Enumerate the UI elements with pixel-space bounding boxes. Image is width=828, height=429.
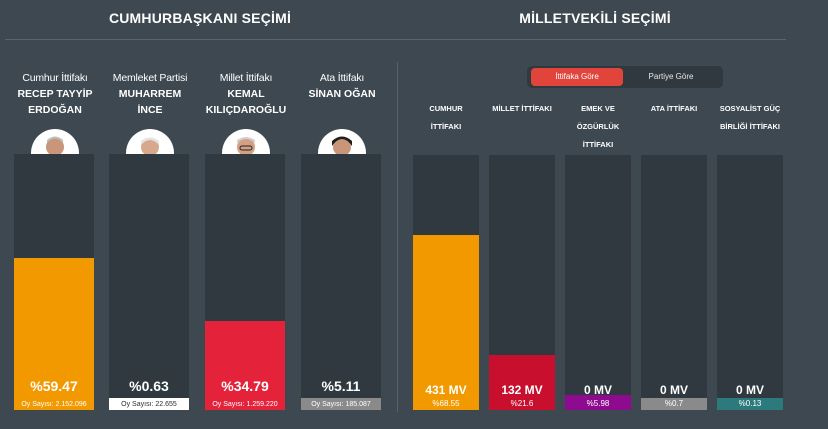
candidate-party: Ata İttifakı xyxy=(319,72,365,84)
candidate-header: Millet İttifakı KEMAL KILIÇDAROĞLU xyxy=(205,70,287,118)
candidate-percent: %59.47 xyxy=(30,378,78,394)
candidate-name: RECEP TAYYİP xyxy=(17,88,93,100)
candidate-party: Cumhur İttifakı xyxy=(22,72,88,84)
header-divider xyxy=(5,39,786,40)
alliance-percent: %21.6 xyxy=(510,399,534,408)
candidate-name: SİNAN OĞAN xyxy=(308,88,376,100)
alliance-seats: 132 MV xyxy=(501,383,543,397)
candidate-bar-fill xyxy=(301,398,381,410)
candidate-name: MUHARREM xyxy=(118,88,182,100)
candidate-header: Ata İttifakı SİNAN OĞAN xyxy=(301,70,383,102)
candidate-header: Memleket Partisi MUHARREM İNCE xyxy=(109,70,191,118)
toggle-by-party[interactable]: Partiye Göre xyxy=(648,72,694,81)
alliance-name: SOSYALİST GÜÇ BİRLİĞİ İTTİFAKI xyxy=(715,100,785,136)
alliance-bar-track: 0 MV %5.98 xyxy=(565,155,631,410)
candidate-vote-count: Oy Sayısı: 185.087 xyxy=(311,401,371,408)
alliance-seats: 0 MV xyxy=(735,383,764,397)
alliance-bar-track: 0 MV %0.13 xyxy=(717,155,783,410)
candidate-party: Millet İttifakı xyxy=(219,72,273,84)
alliance-bar-track: 431 MV %68.55 xyxy=(413,155,479,410)
alliance-seats: 0 MV xyxy=(659,383,688,397)
alliance-percent: %0.13 xyxy=(717,398,783,410)
alliance-bar-track: 132 MV %21.6 xyxy=(489,155,555,410)
alliance-name-line: ÖZGÜRLÜK xyxy=(576,122,620,131)
presidential-election-title: CUMHURBAŞKANI SEÇİMİ xyxy=(108,10,292,26)
candidate-name-line2: ERDOĞAN xyxy=(28,104,82,116)
alliance-name: EMEK VE ÖZGÜRLÜK İTTİFAKI xyxy=(563,100,633,154)
candidate-bar-track: %0.63 Oy Sayısı: 22.655 xyxy=(109,154,189,410)
candidate-vote-count: Oy Sayısı: 22.655 xyxy=(109,398,189,410)
candidate-bar-fill xyxy=(14,258,94,410)
candidate-percent: %5.11 xyxy=(321,378,361,394)
candidate-percent: %0.63 xyxy=(129,378,169,394)
parliamentary-election-title: MİLLETVEKİLİ SEÇİMİ xyxy=(519,10,671,26)
alliance-name-line: ATA İTTİFAKI xyxy=(650,104,698,113)
alliance-seats: 431 MV xyxy=(425,383,467,397)
alliance-name: MİLLET İTTİFAKI xyxy=(487,100,557,118)
candidate-bar-track: %59.47 Oy Sayısı: 2.152.096 xyxy=(14,154,94,410)
alliance-percent: %0.7 xyxy=(641,398,707,410)
candidate-name-line2: İNCE xyxy=(137,104,163,116)
alliance-name-line: İTTİFAKI xyxy=(582,140,614,149)
candidate-party: Memleket Partisi xyxy=(112,72,188,84)
candidate-bar-fill xyxy=(205,321,285,410)
alliance-bar-fill xyxy=(413,235,479,410)
alliance-name-line: SOSYALİST GÜÇ xyxy=(719,104,781,113)
candidate-bar-track: %34.79 Oy Sayısı: 1.259.220 xyxy=(205,154,285,410)
alliance-bar-fill xyxy=(489,355,555,410)
alliance-name-line: MİLLET İTTİFAKI xyxy=(492,104,552,113)
alliance-name-line: BİRLİĞİ İTTİFAKI xyxy=(720,122,780,131)
alliance-name-line: İTTİFAKI xyxy=(430,122,462,131)
alliance-name: ATA İTTİFAKI xyxy=(639,100,709,118)
alliance-name-line: EMEK VE xyxy=(581,104,615,113)
candidate-name-line2: KILIÇDAROĞLU xyxy=(205,104,287,116)
candidate-vote-count: Oy Sayısı: 1.259.220 xyxy=(212,401,278,408)
candidate-name: KEMAL xyxy=(227,88,265,100)
alliance-name-line: CUMHUR xyxy=(429,104,463,113)
candidate-percent: %34.79 xyxy=(221,378,269,394)
candidate-header: Cumhur İttifakı RECEP TAYYİP ERDOĞAN xyxy=(14,70,96,118)
candidate-bar-track: %5.11 Oy Sayısı: 185.087 xyxy=(301,154,381,410)
alliance-bar-track: 0 MV %0.7 xyxy=(641,155,707,410)
alliance-percent: %5.98 xyxy=(565,398,631,410)
view-toggle: İttifaka Göre Partiye Göre xyxy=(527,66,723,88)
alliance-name: CUMHUR İTTİFAKI xyxy=(411,100,481,136)
toggle-by-alliance[interactable]: İttifaka Göre xyxy=(531,68,623,86)
candidate-vote-count: Oy Sayısı: 2.152.096 xyxy=(21,401,87,408)
panel-divider xyxy=(397,62,398,412)
alliance-percent: %68.55 xyxy=(432,399,460,408)
alliance-seats: 0 MV xyxy=(583,383,612,397)
